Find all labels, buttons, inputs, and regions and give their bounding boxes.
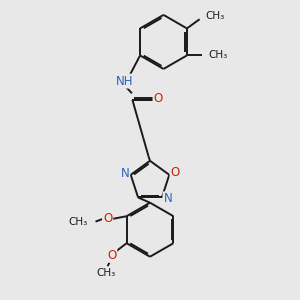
Text: CH₃: CH₃	[97, 268, 116, 278]
Text: CH₃: CH₃	[208, 50, 228, 60]
Text: O: O	[171, 166, 180, 179]
Text: CH₃: CH₃	[206, 11, 225, 21]
Text: N: N	[164, 192, 172, 205]
Text: O: O	[103, 212, 112, 225]
Text: O: O	[107, 249, 116, 262]
Text: CH₃: CH₃	[68, 217, 87, 226]
Text: O: O	[154, 92, 163, 105]
Text: NH: NH	[116, 75, 133, 88]
Text: N: N	[120, 167, 129, 180]
